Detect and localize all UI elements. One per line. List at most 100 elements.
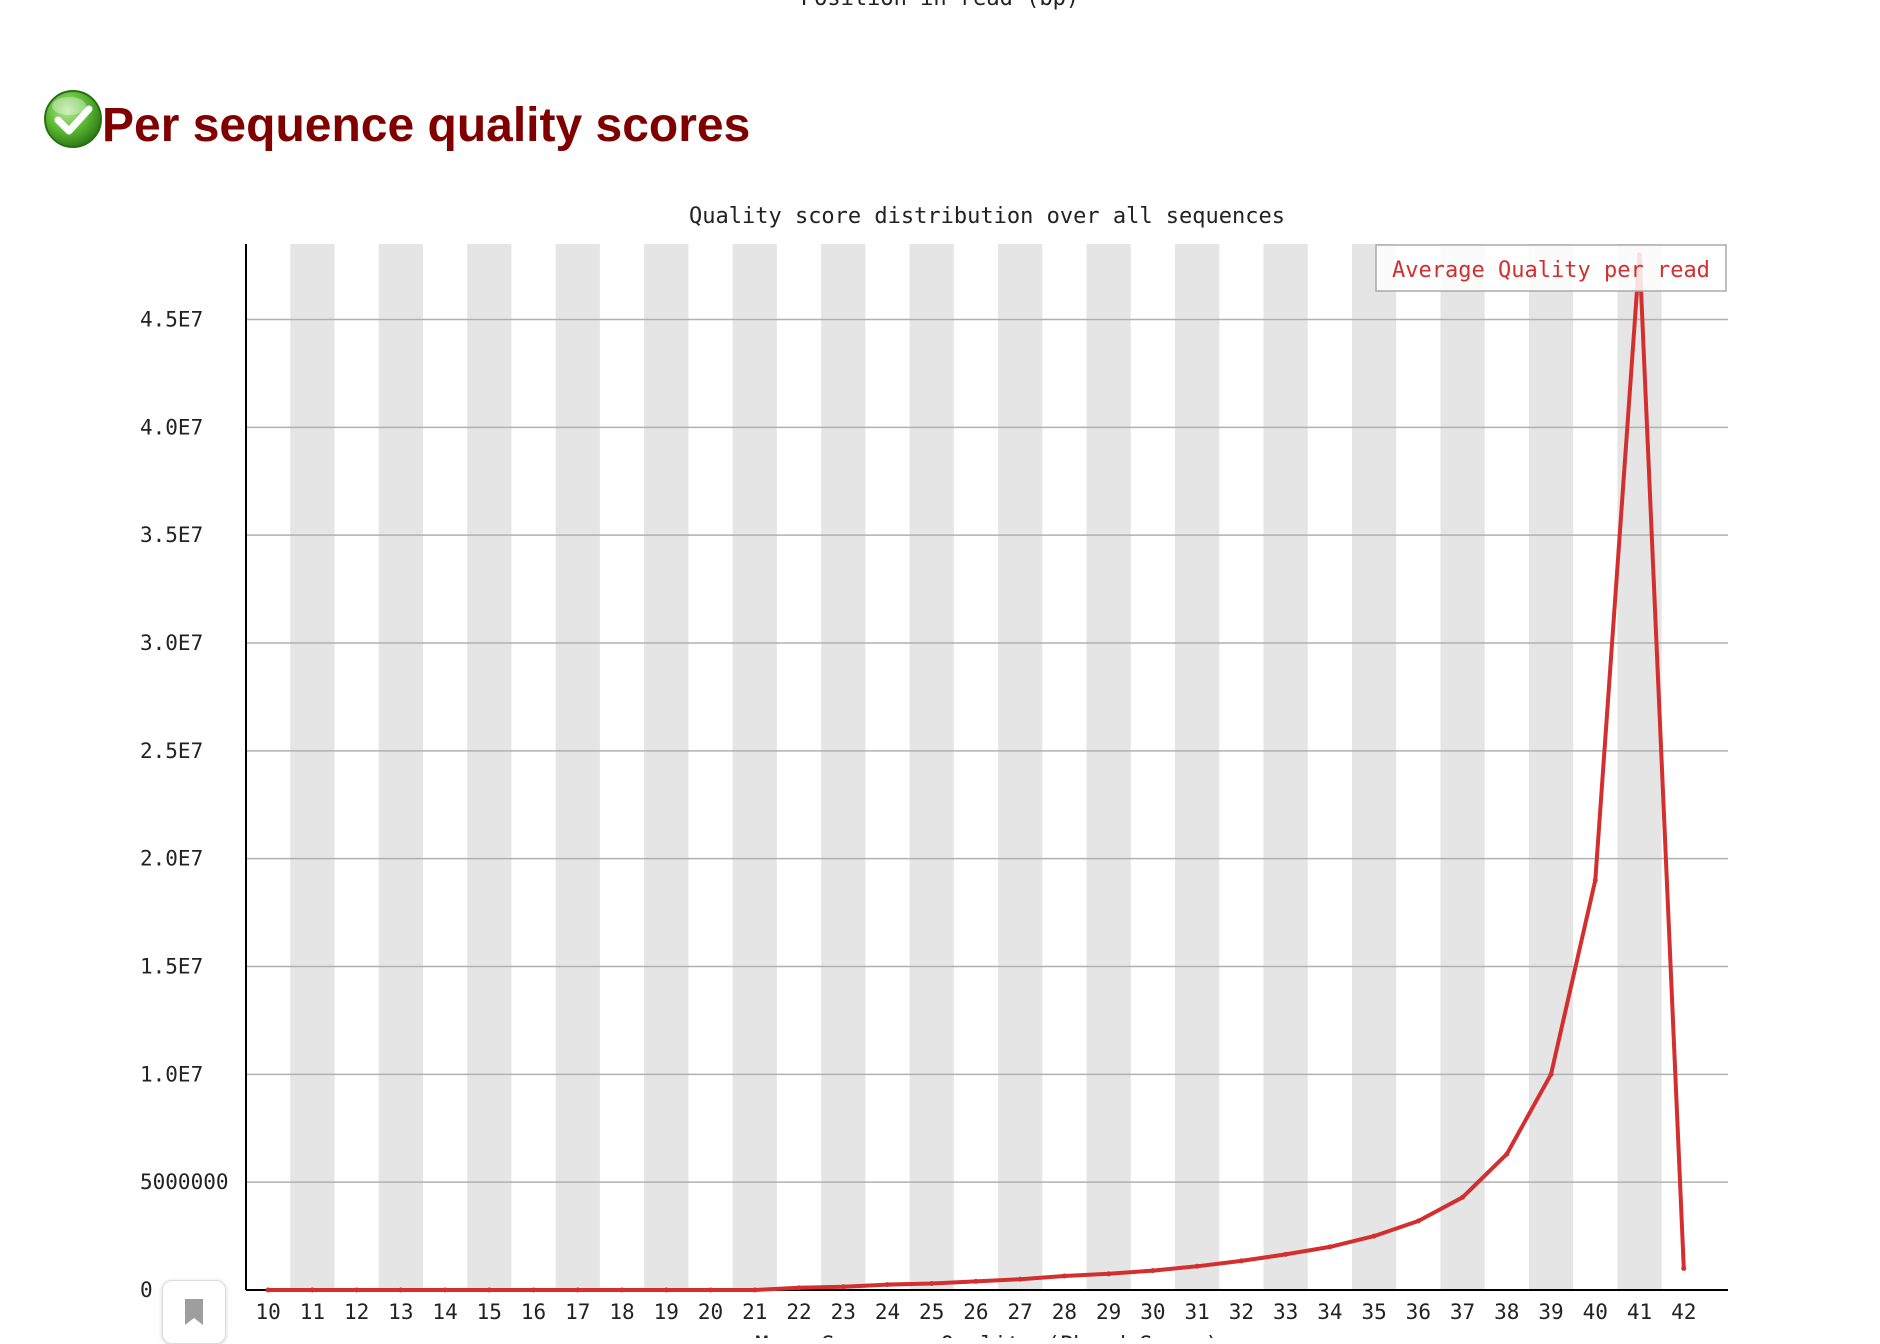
data-point [1017, 1276, 1023, 1282]
data-point [1194, 1263, 1200, 1269]
background-band [1528, 244, 1574, 1290]
data-point [486, 1287, 492, 1293]
data-point [1106, 1271, 1112, 1277]
background-band [555, 244, 600, 1290]
x-tick-label: 29 [1096, 1300, 1121, 1324]
x-tick-label: 28 [1052, 1300, 1077, 1324]
data-point [575, 1287, 581, 1293]
data-point [752, 1287, 758, 1293]
y-tick-label: 2.0E7 [140, 847, 203, 871]
x-tick-label: 17 [565, 1300, 590, 1324]
background-band [1617, 244, 1662, 1290]
data-point [1061, 1273, 1067, 1279]
x-tick-label: 27 [1008, 1300, 1033, 1324]
y-tick-label: 3.5E7 [140, 523, 203, 547]
background-band [467, 244, 512, 1290]
x-tick-label: 13 [388, 1300, 413, 1324]
section-heading: Per sequence quality scores [42, 88, 750, 152]
data-point [1504, 1151, 1510, 1157]
data-point [354, 1287, 360, 1293]
data-point [531, 1287, 537, 1293]
data-point [840, 1284, 846, 1290]
background-band [821, 244, 866, 1290]
data-point [708, 1287, 714, 1293]
background-band [644, 244, 689, 1290]
x-tick-label: 19 [654, 1300, 679, 1324]
data-point [1371, 1233, 1377, 1239]
check-circle-icon [44, 90, 102, 148]
data-point [1238, 1258, 1244, 1264]
x-tick-label: 42 [1671, 1300, 1696, 1324]
y-tick-label: 1.0E7 [140, 1062, 203, 1086]
x-tick-label: 21 [742, 1300, 767, 1324]
x-tick-label: 11 [300, 1300, 325, 1324]
y-tick-label: 4.5E7 [140, 307, 203, 331]
bookmark-icon [185, 1299, 203, 1325]
x-tick-label: 39 [1538, 1300, 1563, 1324]
x-tick-label: 10 [255, 1300, 280, 1324]
y-tick-label: 4.0E7 [140, 415, 203, 439]
data-point [884, 1282, 890, 1288]
x-tick-label: 31 [1184, 1300, 1209, 1324]
data-point [398, 1287, 404, 1293]
section-title: Per sequence quality scores [102, 99, 751, 152]
quality-distribution-chart: 0 5000000 1.0E7 1.5E7 2.0E7 2.5E7 3.0E7 3.5E7 4.… [140, 204, 1728, 1338]
data-point [309, 1287, 315, 1293]
x-tick-label: 25 [919, 1300, 944, 1324]
x-tick-label: 15 [477, 1300, 502, 1324]
data-point [619, 1287, 625, 1293]
data-point [1150, 1268, 1156, 1274]
y-tick-label: 1.5E7 [140, 954, 203, 978]
background-band [290, 244, 335, 1290]
previous-chart-axis-label: Position in read (bp) [0, 0, 1880, 11]
data-point [796, 1285, 802, 1291]
x-tick-label: 14 [432, 1300, 457, 1324]
background-band [909, 244, 954, 1290]
data-point [929, 1281, 935, 1287]
data-point [973, 1278, 979, 1284]
background-band [1440, 244, 1485, 1290]
background-band [1351, 244, 1397, 1290]
x-axis-label: Mean Sequence Quality (Phred Score) [755, 1333, 1219, 1338]
y-tick-label: 5000000 [140, 1170, 229, 1194]
background-band [1175, 244, 1220, 1290]
data-point [1548, 1071, 1554, 1077]
chart-title: Quality score distribution over all sequ… [689, 204, 1285, 229]
data-point [1283, 1251, 1289, 1257]
x-tick-label: 33 [1273, 1300, 1298, 1324]
x-tick-label: 23 [831, 1300, 856, 1324]
x-tick-label: 22 [786, 1300, 811, 1324]
x-tick-label: 16 [521, 1300, 546, 1324]
x-tick-label: 24 [875, 1300, 900, 1324]
background-band [1263, 244, 1308, 1290]
data-point [1460, 1194, 1466, 1200]
background-band [378, 244, 423, 1290]
x-tick-label: 30 [1140, 1300, 1165, 1324]
x-tick-label: 36 [1406, 1300, 1431, 1324]
x-tick-label: 40 [1583, 1300, 1608, 1324]
legend-box [1375, 244, 1727, 292]
data-point [1415, 1218, 1421, 1224]
data-point [1327, 1244, 1333, 1250]
x-tick-label: 32 [1229, 1300, 1254, 1324]
data-point [442, 1287, 448, 1293]
data-point [265, 1287, 271, 1293]
x-tick-label: 34 [1317, 1300, 1342, 1324]
x-tick-label: 26 [963, 1300, 988, 1324]
y-tick-label: 2.5E7 [140, 739, 203, 763]
x-tick-label: 37 [1450, 1300, 1475, 1324]
y-tick-label: 0 [140, 1278, 153, 1302]
x-tick-label: 38 [1494, 1300, 1519, 1324]
x-tick-label: 12 [344, 1300, 369, 1324]
x-tick-label: 41 [1627, 1300, 1652, 1324]
x-tick-label: 18 [609, 1300, 634, 1324]
x-tick-label: 35 [1361, 1300, 1386, 1324]
background-band [732, 244, 777, 1290]
data-point [1681, 1265, 1687, 1271]
bookmark-button[interactable] [162, 1280, 226, 1344]
data-point [663, 1287, 669, 1293]
x-tick-label: 20 [698, 1300, 723, 1324]
y-tick-label: 3.0E7 [140, 631, 203, 655]
data-point [1592, 877, 1598, 883]
background-band [1086, 244, 1131, 1290]
